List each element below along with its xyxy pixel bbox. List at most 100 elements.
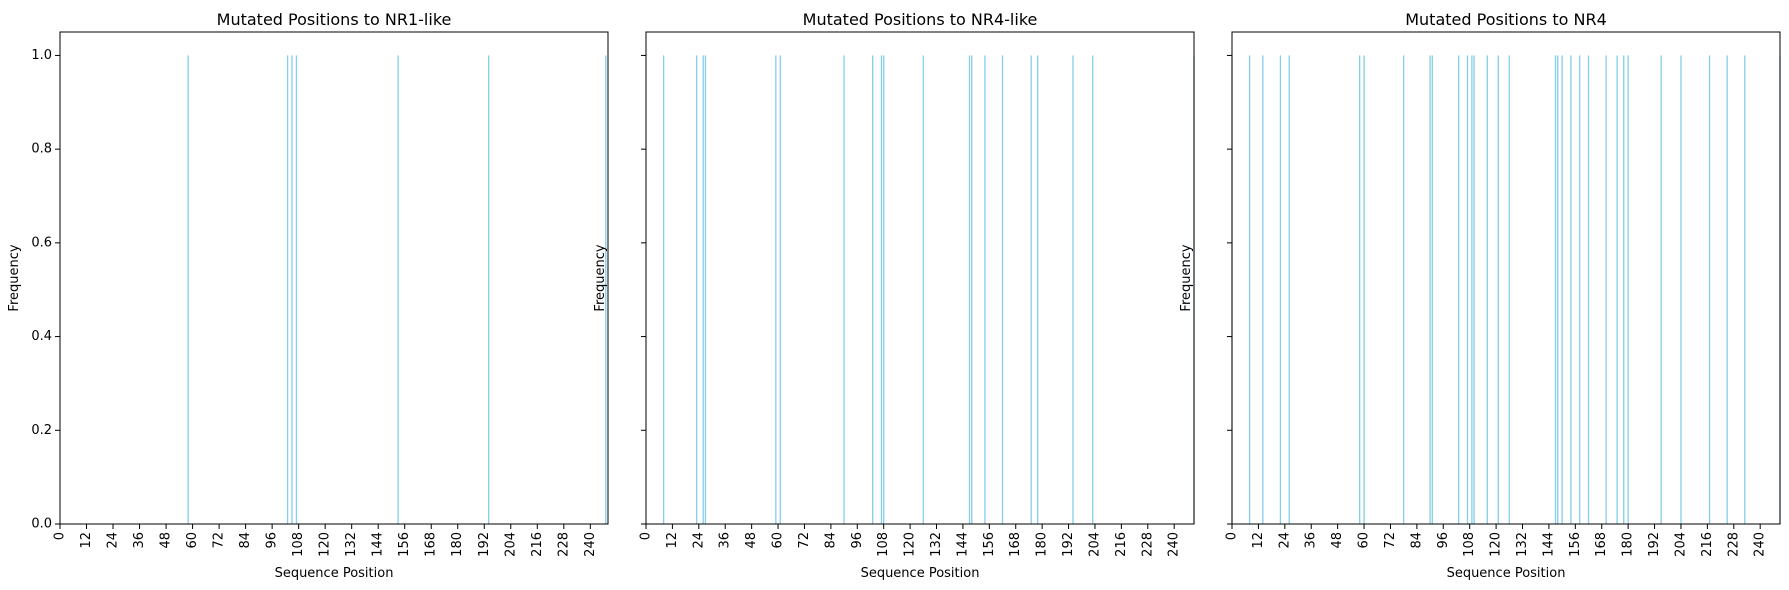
bar-3-19 (1557, 55, 1559, 525)
bar-3-10 (1431, 55, 1433, 525)
x-tick-label-1-6: 60 (185, 532, 200, 549)
chart-title-1: Mutated Positions to NR1-like (217, 10, 452, 29)
x-tick-label-2-1: 0 (639, 532, 654, 540)
bar-1-2 (286, 55, 289, 525)
bar-3-24 (1605, 55, 1607, 525)
bar-3-32 (1744, 55, 1746, 525)
x-tick-label-3-10: 108 (1462, 532, 1477, 557)
x-tick-label-1-11: 120 (318, 532, 333, 557)
x-tick-label-3-2: 12 (1251, 532, 1266, 549)
x-tick-label-2-10: 108 (876, 532, 891, 557)
bar-3-5 (1288, 55, 1290, 525)
bar-2-10 (883, 55, 885, 525)
x-tick-label-3-20: 228 (1726, 532, 1741, 557)
bar-3-7 (1363, 55, 1365, 525)
chart-title-2: Mutated Positions to NR4-like (803, 10, 1038, 29)
y-axis-label-1: Frequency (7, 244, 22, 311)
bar-1-3 (291, 55, 293, 525)
bar-2-15 (1001, 55, 1004, 525)
x-tick-label-1-20: 228 (556, 532, 571, 557)
bar-2-5 (775, 55, 777, 525)
x-tick-label-3-18: 204 (1673, 532, 1688, 557)
y-tick-label-1-2: 0.2 (31, 423, 52, 438)
bar-1-6 (488, 55, 490, 525)
y-tick-label-1-3: 0.4 (31, 329, 52, 344)
bar-3-17 (1508, 55, 1510, 525)
y-axis-label-3: Frequency (1179, 244, 1194, 311)
bar-3-2 (1248, 55, 1251, 525)
x-tick-label-3-21: 240 (1753, 532, 1768, 557)
bar-2-9 (880, 55, 883, 525)
x-tick-label-3-14: 156 (1568, 532, 1583, 557)
plot-frame-1 (59, 31, 609, 525)
x-tick-label-1-18: 204 (503, 532, 518, 557)
x-tick-label-1-4: 36 (132, 532, 147, 549)
x-tick-label-1-17: 192 (477, 532, 492, 557)
bar-3-12 (1466, 55, 1469, 525)
x-tick-label-2-11: 120 (903, 532, 918, 557)
bar-1-5 (397, 55, 399, 525)
x-tick-label-3-6: 60 (1357, 532, 1372, 549)
x-tick-label-2-16: 180 (1035, 532, 1050, 557)
x-tick-label-2-18: 204 (1087, 532, 1102, 557)
x-tick-label-3-4: 36 (1304, 532, 1319, 549)
x-tick-label-2-8: 84 (823, 532, 838, 549)
x-tick-label-3-12: 132 (1515, 532, 1530, 557)
x-tick-label-2-12: 132 (929, 532, 944, 557)
plot-frame-3 (1231, 31, 1781, 525)
x-tick-label-3-8: 84 (1409, 532, 1424, 549)
bar-1-7 (605, 55, 607, 525)
x-tick-label-3-11: 120 (1489, 532, 1504, 557)
x-tick-label-3-7: 72 (1383, 532, 1398, 549)
bar-2-3 (702, 55, 704, 525)
x-tick-label-1-14: 156 (397, 532, 412, 557)
bar-3-6 (1358, 55, 1361, 525)
bar-3-21 (1570, 55, 1572, 525)
x-tick-label-1-12: 132 (344, 532, 359, 557)
bar-2-19 (1092, 55, 1094, 525)
x-tick-label-2-19: 216 (1114, 532, 1129, 557)
x-tick-label-1-19: 216 (530, 532, 545, 557)
x-tick-label-2-6: 60 (771, 532, 786, 549)
bar-3-30 (1708, 55, 1711, 525)
plot-frame-2 (645, 31, 1195, 525)
bar-3-23 (1587, 55, 1590, 525)
x-tick-label-1-2: 12 (79, 532, 94, 549)
x-tick-label-1-10: 108 (291, 532, 306, 557)
bar-3-29 (1680, 55, 1682, 525)
x-tick-label-3-13: 144 (1541, 532, 1556, 557)
bar-2-6 (779, 55, 781, 525)
x-tick-label-3-17: 192 (1647, 532, 1662, 557)
bar-3-14 (1473, 55, 1475, 525)
bar-2-13 (971, 55, 973, 525)
bar-2-14 (984, 55, 986, 525)
x-tick-label-3-19: 216 (1700, 532, 1715, 557)
bar-3-16 (1497, 55, 1499, 525)
bar-3-15 (1486, 55, 1488, 525)
x-tick-label-1-7: 72 (212, 532, 227, 549)
bar-3-31 (1726, 55, 1728, 525)
bar-3-28 (1660, 55, 1662, 525)
bar-3-22 (1579, 55, 1581, 525)
x-tick-label-3-5: 48 (1330, 532, 1345, 549)
bar-1-4 (295, 55, 298, 525)
bar-3-27 (1627, 55, 1629, 525)
bar-2-7 (843, 55, 845, 525)
x-tick-label-1-8: 84 (238, 532, 253, 549)
chart-title-3: Mutated Positions to NR4 (1405, 10, 1607, 29)
x-axis-label-3: Sequence Position (1447, 566, 1566, 581)
bar-2-8 (872, 55, 874, 525)
x-tick-label-3-3: 24 (1277, 532, 1292, 549)
bar-2-4 (704, 55, 707, 525)
y-tick-label-1-5: 0.8 (31, 142, 52, 157)
y-tick-label-1-1: 0.0 (31, 517, 52, 532)
x-tick-label-2-5: 48 (744, 532, 759, 549)
x-tick-label-2-15: 168 (1008, 532, 1023, 557)
bar-3-20 (1561, 55, 1563, 525)
bar-3-4 (1279, 55, 1282, 525)
x-axis-label-2: Sequence Position (861, 566, 980, 581)
bar-2-1 (662, 55, 665, 525)
bar-3-25 (1616, 55, 1618, 525)
x-tick-label-2-4: 36 (718, 532, 733, 549)
